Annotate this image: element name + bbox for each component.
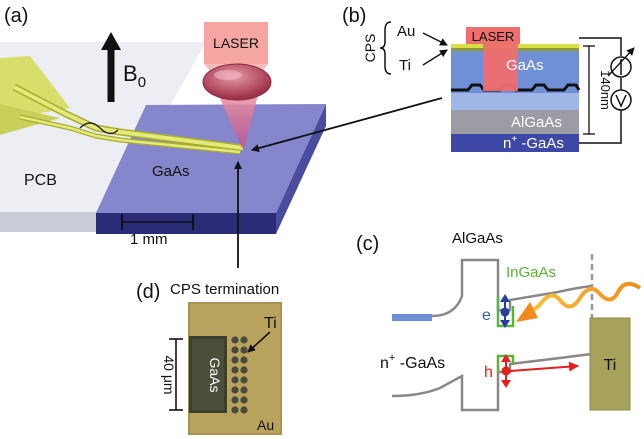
ti-contact <box>589 317 631 411</box>
algaas-layer-label: AlGaAs <box>511 114 562 131</box>
thickness-label: 140nm <box>598 70 613 110</box>
ti-dot-array <box>231 336 248 414</box>
gaas-chip-label: GaAs <box>152 163 190 180</box>
laser-source <box>204 22 268 64</box>
focusing-lens <box>202 63 272 101</box>
ingaas-label: InGaAs <box>506 264 556 281</box>
panel-c-label: (c) <box>356 233 379 255</box>
cps-striplines <box>0 56 244 155</box>
svg-text:n+ -GaAs: n+ -GaAs <box>503 134 564 152</box>
hole-label: h <box>484 364 493 381</box>
n-gaas-sup: + <box>511 134 517 145</box>
zoom-arrow-to-b <box>251 97 443 153</box>
photon-arrowhead <box>516 302 538 322</box>
ti-label: Ti <box>399 57 411 74</box>
electron-label: e <box>482 307 491 324</box>
nplus-suffix: -GaAs <box>395 355 445 372</box>
photon-wave <box>527 281 642 314</box>
spacer-layer <box>451 93 579 110</box>
ti-arrow <box>422 49 448 66</box>
algaas-label: AlGaAs <box>452 230 503 247</box>
scale-bar-40um-label: 40 μm <box>161 355 177 394</box>
laser-label: LASER <box>472 29 515 44</box>
svg-text:n+ -GaAs: n+ -GaAs <box>380 352 445 372</box>
algaas-layer <box>451 110 579 134</box>
panel-b-label: (b) <box>342 5 366 27</box>
au-label: Au <box>397 23 415 40</box>
pcb-label: PCB <box>24 172 57 189</box>
ti-contact-label: Ti <box>604 357 617 374</box>
cps-label: CPS <box>362 34 378 63</box>
nplus-prefix: n <box>380 355 389 372</box>
panel-a-label: (a) <box>4 5 28 27</box>
gaas-mesa <box>189 336 227 413</box>
panel-b: (b) LASER GaAs AlGaAs n+ -GaAs CPS Au Ti… <box>342 5 635 152</box>
panel-c: (c) AlGaAs InGaAs e h n+ -GaAs Ti <box>356 230 642 412</box>
gaas-mesa-label: GaAs <box>207 357 223 392</box>
scale-bar-label: 1 mm <box>130 231 168 248</box>
cps-termination-label: CPS termination <box>170 281 279 298</box>
ti-dot-label: Ti <box>264 315 277 332</box>
n-gaas-suffix: -GaAs <box>517 135 564 152</box>
cps-brace <box>379 21 392 75</box>
au-arrow <box>422 32 448 46</box>
panel-a: (a) PCB GaAs B0 <box>0 5 443 298</box>
panel-d: (d) GaAs Ti Au 40 μm <box>136 281 282 435</box>
n-gaas-layer <box>451 134 579 152</box>
conduction-band <box>392 258 593 318</box>
gaas-layer-label: GaAs <box>506 57 544 74</box>
au-region-label: Au <box>257 417 274 433</box>
valence-band <box>391 352 593 412</box>
nplus-sup: + <box>389 352 395 364</box>
n-gaas-prefix: n <box>503 135 511 152</box>
svg-text:B0: B0 <box>123 61 146 91</box>
circuit-wire <box>579 37 622 56</box>
ti-dot-arrow <box>247 331 271 353</box>
b-field-subscript: 0 <box>138 74 146 91</box>
hole-tunneling-arrow <box>509 361 579 372</box>
laser-source-label: LASER <box>213 35 259 51</box>
panel-d-label: (d) <box>136 281 160 303</box>
b-field-arrowhead <box>101 32 121 50</box>
fermi-sea <box>392 314 432 321</box>
b-field-symbol: B <box>123 61 138 86</box>
gaas-chip <box>96 104 326 234</box>
